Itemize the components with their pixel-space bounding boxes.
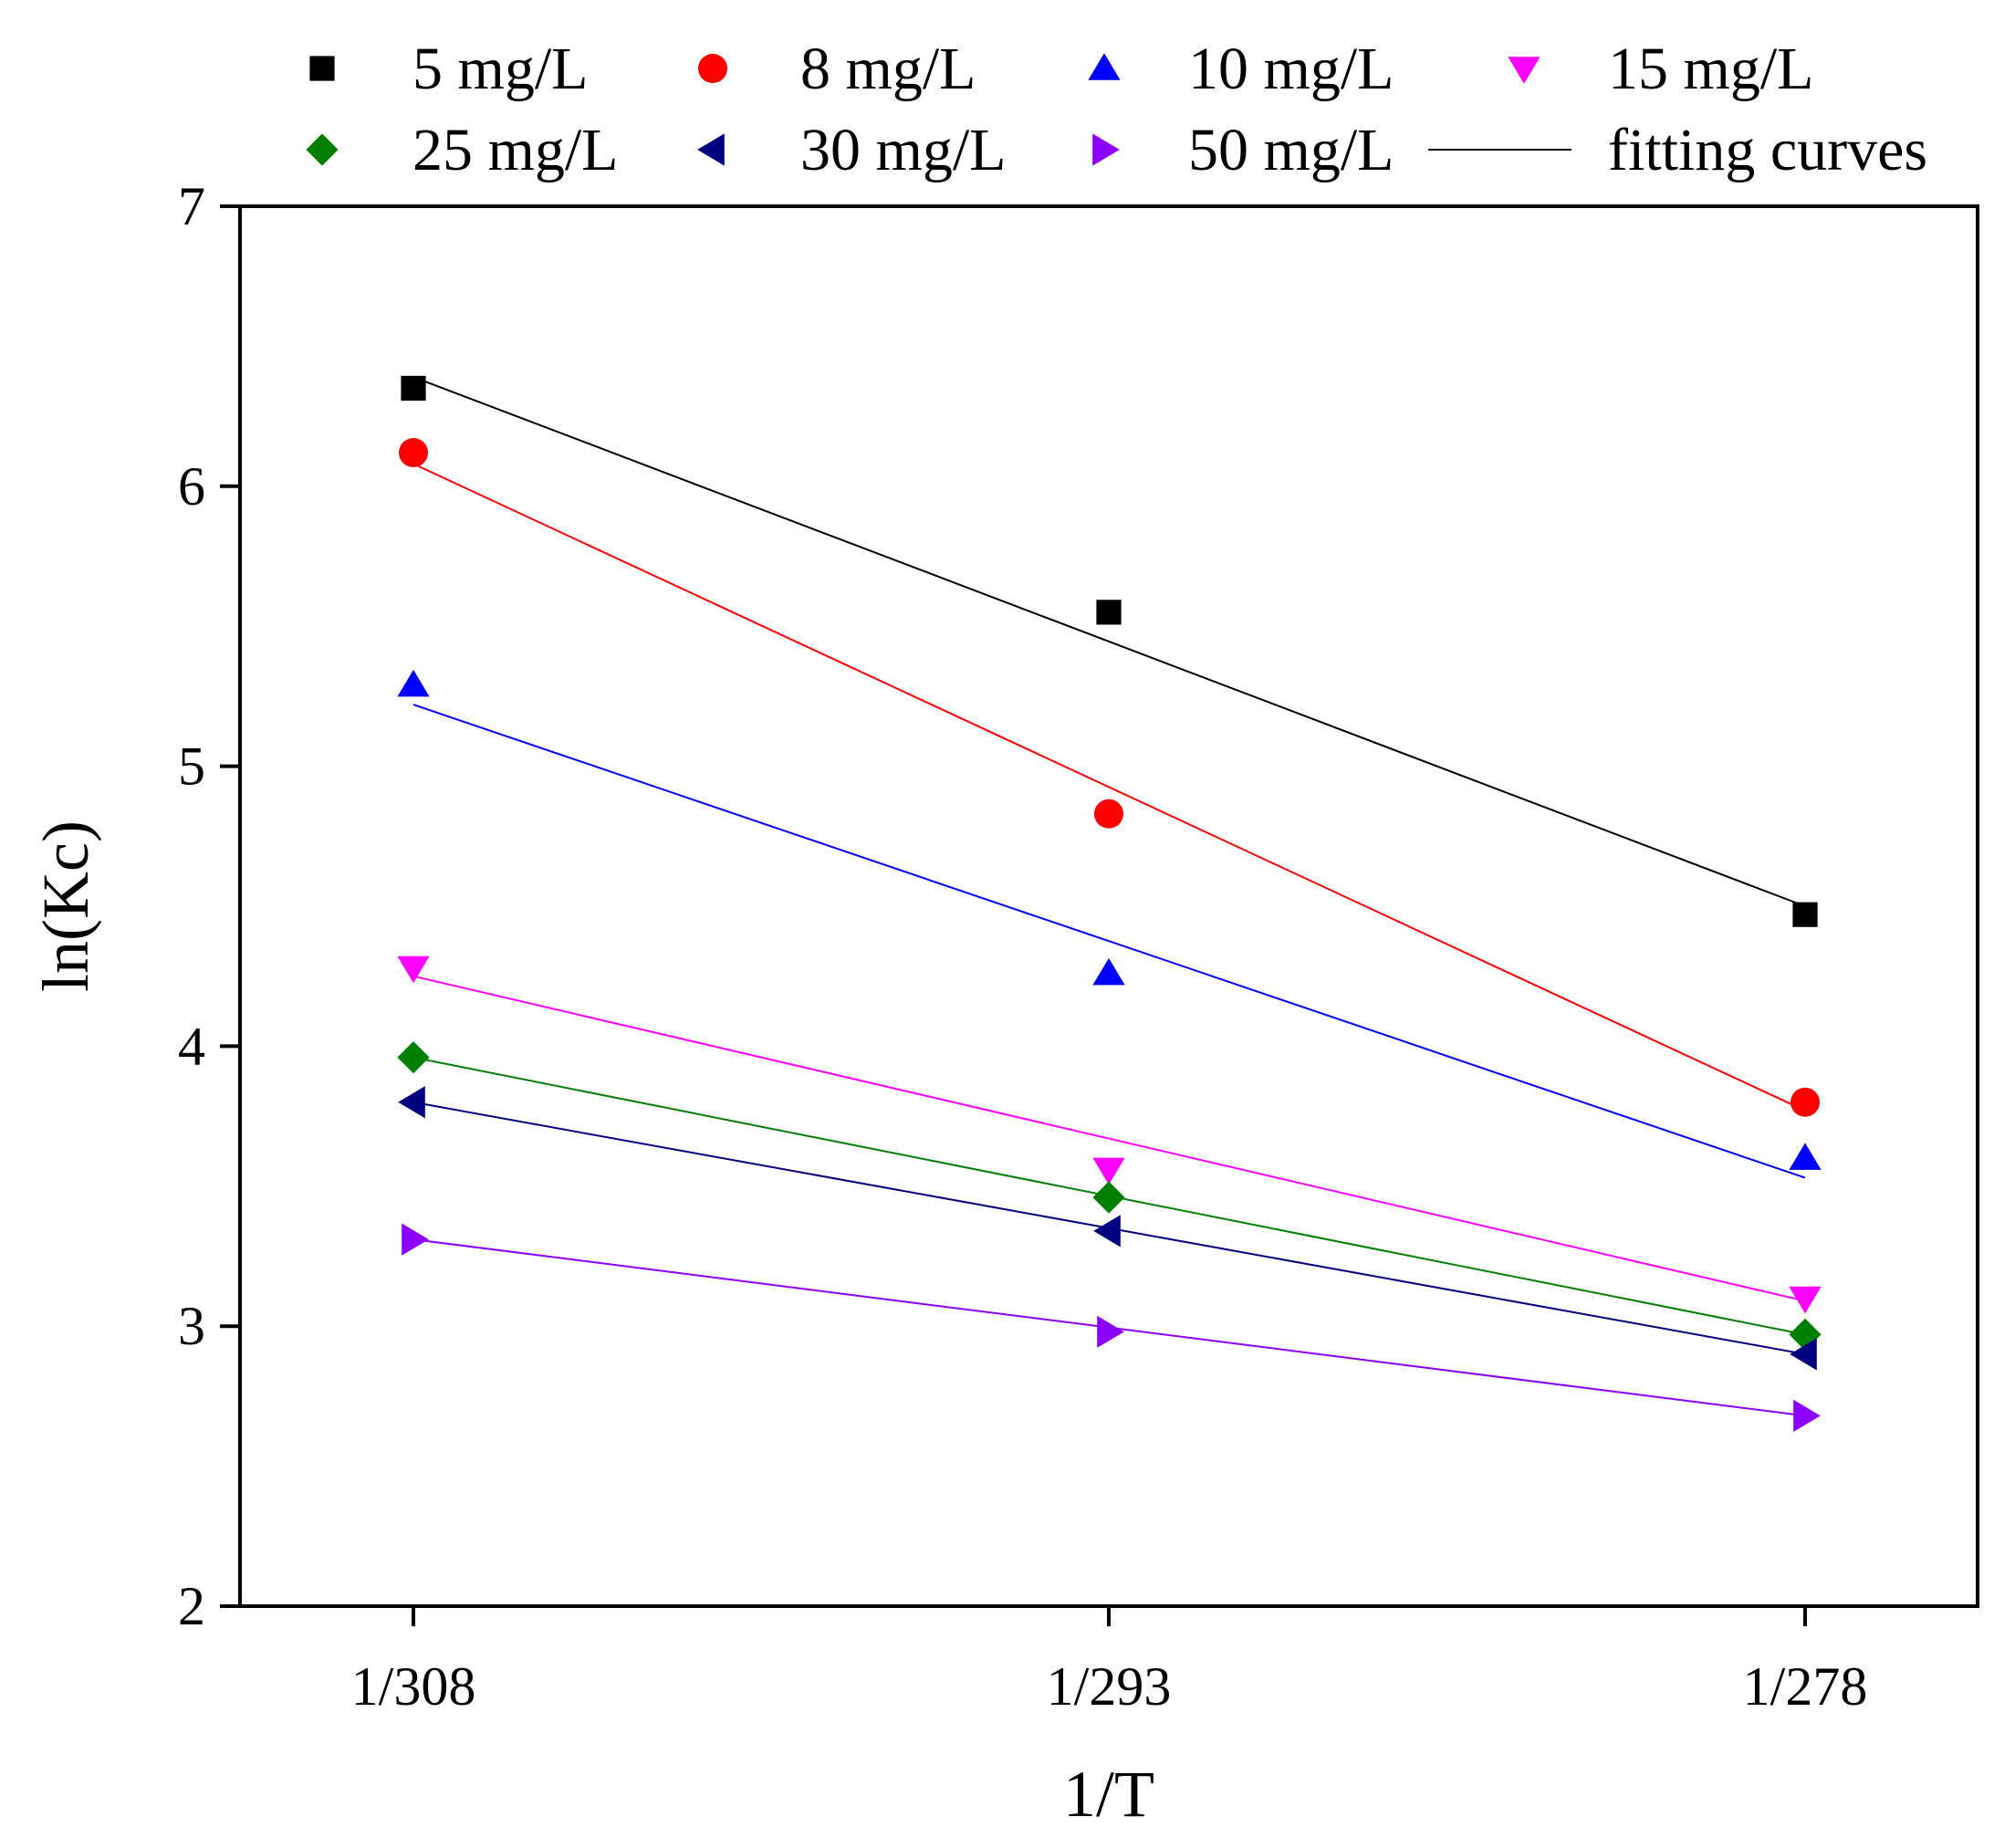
legend-label: 10 mg/L xyxy=(1188,36,1394,102)
data-point xyxy=(1791,1087,1820,1117)
data-point xyxy=(1094,799,1123,829)
y-axis-title: ln(Kc) xyxy=(29,820,102,992)
legend-label: 30 mg/L xyxy=(800,117,1007,183)
data-point xyxy=(1093,1215,1121,1248)
data-point xyxy=(1096,600,1122,625)
fit-lines xyxy=(412,376,1806,1417)
y-tick-label: 7 xyxy=(178,176,205,236)
legend-marker xyxy=(1508,57,1540,84)
data-point xyxy=(399,437,428,467)
legend-marker xyxy=(1088,53,1121,80)
legend-label: 15 mg/L xyxy=(1608,36,1814,102)
y-tick-label: 2 xyxy=(178,1576,205,1636)
data-point xyxy=(397,955,430,984)
legend-label: 50 mg/L xyxy=(1188,117,1394,183)
legend-label-fit: fitting curves xyxy=(1608,117,1927,183)
plot-area-border xyxy=(238,204,1979,1608)
data-point xyxy=(1793,1399,1821,1432)
fit-line xyxy=(412,975,1806,1302)
y-tick-label: 3 xyxy=(178,1296,205,1356)
legend-marker xyxy=(698,54,727,83)
legend-marker xyxy=(697,133,725,166)
data-point xyxy=(1789,1286,1822,1314)
legend: 5 mg/L 8 mg/L 10 mg/L 15 mg/L 25 mg/L 30 mg/L… xyxy=(306,36,1927,183)
data-point xyxy=(1092,957,1125,986)
y-tick-label: 5 xyxy=(178,736,205,797)
data-point xyxy=(1790,1338,1817,1371)
data-point xyxy=(398,1086,425,1119)
legend-marker xyxy=(1092,133,1120,166)
fit-line xyxy=(412,704,1806,1179)
data-point xyxy=(1092,1157,1125,1185)
plot-frame xyxy=(238,204,1979,1608)
data-points xyxy=(397,375,1822,1432)
x-tick-label: 1/278 xyxy=(1743,1656,1868,1717)
legend-label: 5 mg/L xyxy=(412,36,589,102)
data-point xyxy=(1097,1315,1124,1348)
legend-marker xyxy=(309,56,335,81)
data-point xyxy=(397,669,430,697)
data-point xyxy=(397,1041,430,1074)
data-point xyxy=(1789,1143,1822,1170)
legend-label: 8 mg/L xyxy=(800,36,976,102)
legend-label: 25 mg/L xyxy=(412,117,619,183)
fit-line xyxy=(412,376,1806,907)
data-point xyxy=(1792,902,1818,927)
data-point xyxy=(1092,1181,1125,1214)
y-tick-label: 4 xyxy=(178,1016,205,1076)
y-tick-label: 6 xyxy=(178,456,205,517)
data-point xyxy=(402,1223,429,1256)
x-tick-label: 1/293 xyxy=(1047,1656,1172,1717)
legend-marker xyxy=(306,133,339,166)
x-tick-label: 1/308 xyxy=(351,1656,476,1717)
fit-line xyxy=(412,463,1806,1112)
data-point xyxy=(401,375,426,402)
x-axis-title: 1/T xyxy=(1063,1758,1154,1831)
axes: 2 3 4 5 6 7 1/308 1/293 1/278 xyxy=(178,176,1867,1717)
